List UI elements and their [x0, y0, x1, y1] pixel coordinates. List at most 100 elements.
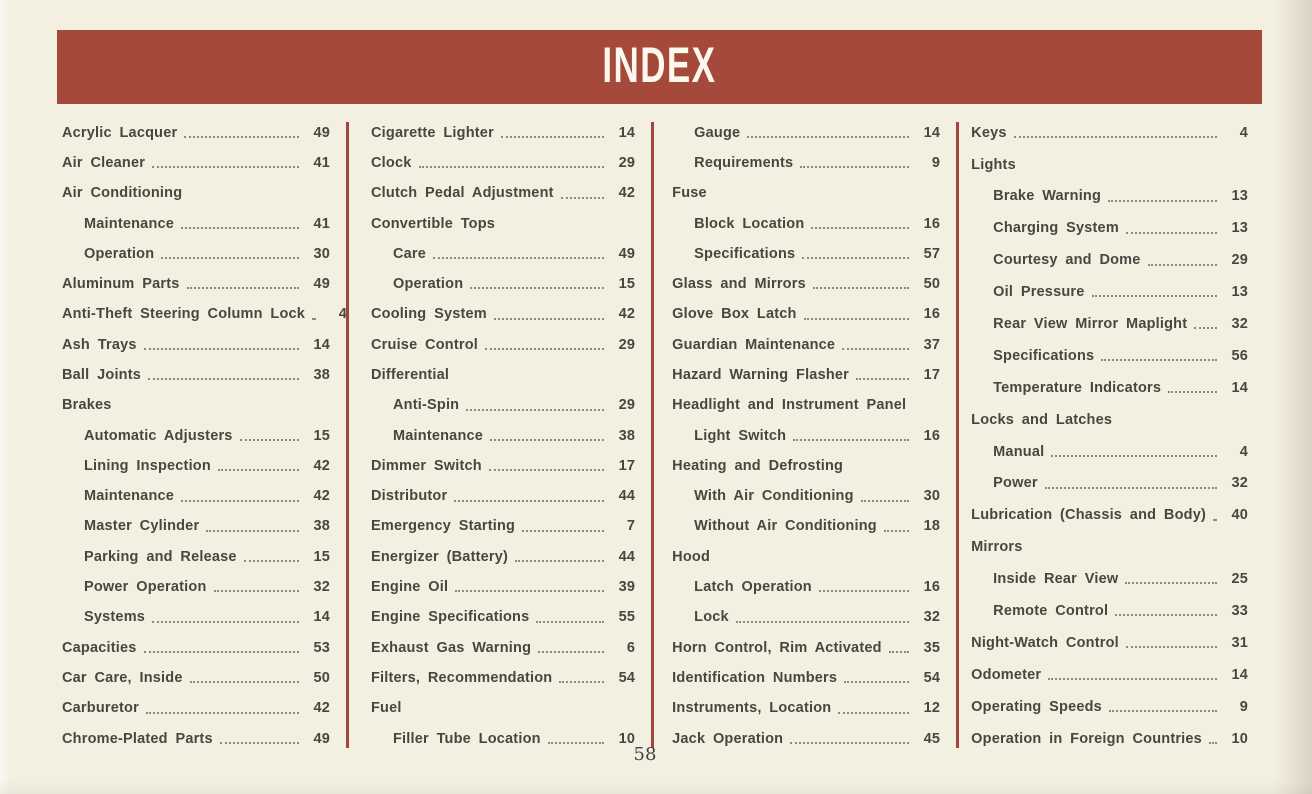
index-entry: Lining Inspection 42: [62, 455, 330, 475]
entry-label: Without Air Conditioning: [694, 518, 877, 535]
dot-leader: [802, 257, 910, 260]
entry-label: Manual: [993, 443, 1045, 460]
entry-page-number: 42: [313, 488, 330, 505]
index-entry: Ash Trays 14: [62, 334, 330, 354]
index-entry: Automatic Adjusters 15: [62, 425, 330, 445]
index-entry: Glass and Mirrors 50: [672, 273, 940, 293]
entry-label: Horn Control, Rim Activated: [672, 639, 882, 656]
entry-label: Anti-Spin: [393, 397, 460, 414]
index-entry: Air Conditioning: [62, 183, 330, 203]
entry-label: Hood: [672, 548, 710, 565]
index-entry: Clutch Pedal Adjustment 42: [371, 183, 635, 203]
dot-leader: [1125, 646, 1217, 649]
entry-page-number: 10: [1231, 730, 1248, 747]
dot-leader: [856, 378, 910, 381]
index-entry: With Air Conditioning 30: [672, 486, 940, 506]
dot-leader: [1051, 454, 1217, 457]
index-entry: Maintenance 38: [371, 425, 635, 445]
entry-label: Chrome-Plated Parts: [62, 730, 213, 747]
entry-label: Temperature Indicators: [993, 379, 1162, 396]
entry-label: Engine Specifications: [371, 609, 530, 626]
entry-label: Anti-Theft Steering Column Lock: [62, 306, 306, 323]
index-entry: Ball Joints 38: [62, 364, 330, 384]
index-entry: Cooling System 42: [371, 304, 635, 324]
entry-page-number: 32: [923, 609, 941, 626]
entry-label: Distributor: [371, 488, 448, 505]
dot-leader: [1091, 295, 1217, 298]
dot-leader: [148, 378, 299, 381]
index-entry: Odometer 14: [971, 664, 1248, 684]
index-entry: Mirrors: [971, 537, 1248, 557]
entry-page-number: 50: [923, 276, 941, 293]
entry-label: Inside Rear View: [993, 571, 1119, 588]
entry-label: Acrylic Lacquer: [62, 124, 178, 141]
dot-leader: [184, 136, 299, 138]
entry-label: Fuse: [672, 185, 707, 202]
entry-page-number: 40: [1231, 507, 1248, 524]
dot-leader: [559, 681, 605, 684]
entry-page-number: 16: [923, 215, 941, 232]
entry-label: Glass and Mirrors: [672, 276, 806, 293]
entry-label: Emergency Starting: [371, 518, 516, 535]
index-entry: Dimmer Switch 17: [371, 455, 635, 475]
dot-leader: [883, 529, 910, 532]
index-entry: Operation 15: [371, 273, 635, 293]
entry-label: Lock: [694, 609, 729, 626]
index-entry: Filler Tube Location 10: [371, 728, 635, 748]
dot-leader: [161, 257, 299, 260]
dot-leader: [803, 317, 910, 320]
entry-label: Specifications: [993, 347, 1095, 364]
entry-label: Carburetor: [62, 700, 139, 717]
index-entry: Requirements 9: [672, 152, 940, 172]
entry-label: Aluminum Parts: [62, 276, 180, 293]
dot-leader: [213, 590, 299, 593]
entry-page-number: 29: [1231, 252, 1248, 269]
entry-label: Requirements: [694, 154, 794, 171]
index-column-4: Keys 4 Lights Brake Warning 13 Charging Syste…: [959, 122, 1262, 748]
entry-label: Cruise Control: [371, 336, 478, 353]
index-entry: Temperature Indicators 14: [971, 377, 1248, 397]
index-column-3: Gauge 14 Requirements 9 Fuse Block Location 16…: [654, 122, 956, 748]
index-entry: Distributor 44: [371, 486, 635, 506]
index-columns: Acrylic Lacquer 49 Air Cleaner 41 Air Condit…: [57, 122, 1262, 748]
dot-leader: [500, 136, 605, 138]
entry-label: Brake Warning: [993, 188, 1102, 205]
entry-page-number: 4: [1239, 443, 1248, 460]
entry-label: Energizer (Battery): [371, 548, 509, 565]
dot-leader: [844, 681, 910, 684]
dot-leader: [1168, 391, 1217, 394]
index-entry: Carburetor 42: [62, 698, 330, 718]
index-entry: Engine Oil 39: [371, 576, 635, 596]
entry-label: Clock: [371, 154, 412, 171]
entry-label: Jack Operation: [672, 730, 784, 747]
entry-page-number: 6: [626, 639, 636, 656]
index-entry: Engine Specifications 55: [371, 607, 635, 627]
entry-label: Parking and Release: [84, 548, 237, 565]
entry-page-number: 42: [313, 700, 330, 717]
index-entry: Without Air Conditioning 18: [672, 516, 940, 536]
entry-page-number: 54: [923, 669, 941, 686]
index-entry: Operation 30: [62, 243, 330, 263]
entry-page-number: 14: [923, 124, 941, 141]
dot-leader: [1125, 231, 1217, 234]
entry-page-number: 4: [338, 306, 348, 323]
entry-page-number: 44: [618, 488, 636, 505]
index-entry: Anti-Spin 29: [371, 395, 635, 415]
index-entry: Specifications 56: [971, 345, 1248, 365]
index-entry: Care 49: [371, 243, 635, 263]
index-entry: Energizer (Battery) 44: [371, 546, 635, 566]
entry-page-number: 44: [618, 548, 636, 565]
dot-leader: [189, 681, 299, 684]
dot-leader: [747, 136, 910, 138]
entry-label: Specifications: [694, 245, 796, 262]
dot-leader: [454, 499, 605, 502]
index-entry: Maintenance 41: [62, 213, 330, 233]
entry-label: Convertible Tops: [371, 215, 496, 232]
index-entry: Car Care, Inside 50: [62, 667, 330, 687]
entry-label: Remote Control: [993, 602, 1109, 619]
index-entry: Master Cylinder 38: [62, 516, 330, 536]
index-entry: Light Switch 16: [672, 425, 940, 445]
entry-label: Operating Speeds: [971, 698, 1102, 715]
entry-label: Identification Numbers: [672, 669, 838, 686]
index-entry: Lubrication (Chassis and Body) 40: [971, 505, 1248, 525]
